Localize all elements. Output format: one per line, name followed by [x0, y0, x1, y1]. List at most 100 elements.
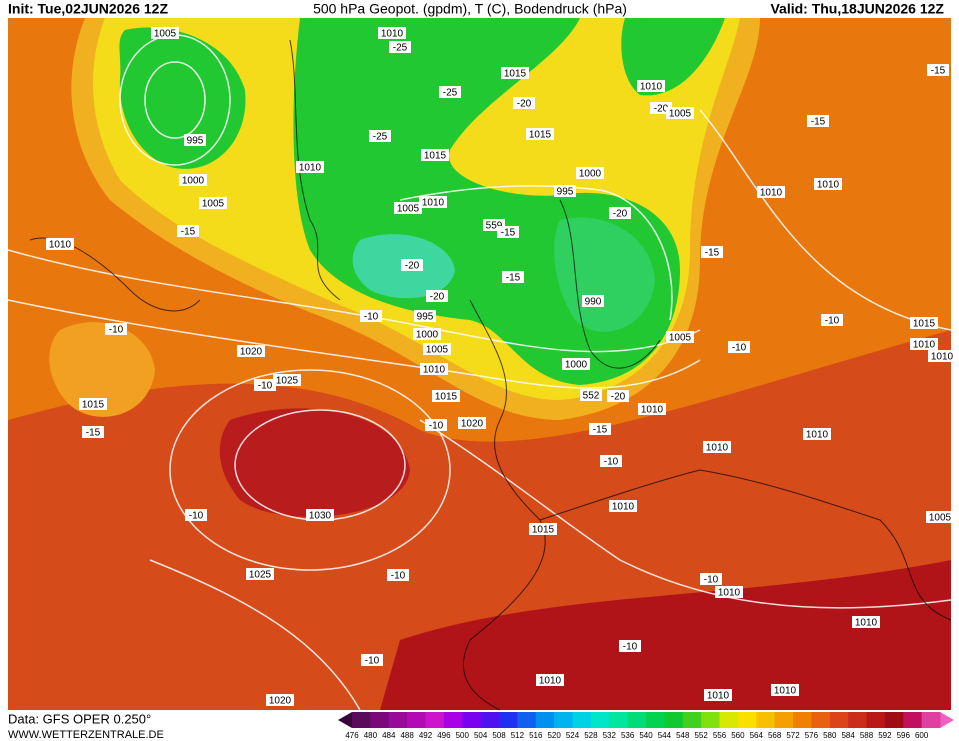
- colorbar-label: 504: [474, 731, 488, 740]
- label-box: [704, 689, 732, 701]
- temperature-label: -10: [109, 325, 124, 336]
- colorbar-swatch: [866, 712, 886, 728]
- colorbar-swatch: [480, 712, 500, 728]
- temperature-label: -20: [517, 99, 532, 110]
- pressure-label: 1010: [640, 82, 663, 93]
- label-box: [600, 455, 622, 467]
- label-box: [928, 350, 956, 362]
- pressure-label: 1005: [669, 109, 692, 120]
- colorbar-label: 548: [676, 731, 690, 740]
- website: WWW.WETTERZENTRALE.DE: [8, 729, 164, 741]
- colorbar-swatch: [664, 712, 684, 728]
- temperature-label: -20: [613, 209, 628, 220]
- colorbar-label: 540: [639, 731, 653, 740]
- colorbar-swatch: [921, 712, 941, 728]
- pressure-label: 1010: [381, 29, 404, 40]
- temperature-label: -20: [430, 292, 445, 303]
- pressure-label: 1005: [929, 513, 952, 524]
- colorbar-label: 484: [382, 731, 396, 740]
- hot-region: [380, 560, 951, 710]
- colorbar-label: 520: [547, 731, 561, 740]
- label-box: [458, 417, 486, 429]
- map-title: 500 hPa Geopot. (gpdm), T (C), Bodendruc…: [313, 1, 627, 17]
- label-box: [536, 674, 564, 686]
- colorbar-label: 592: [878, 731, 892, 740]
- pressure-label: 1010: [707, 691, 730, 702]
- label-box: [306, 509, 334, 521]
- colorbar-label: 600: [915, 731, 929, 740]
- label-box: [497, 226, 519, 238]
- temperature-label: -10: [623, 642, 638, 653]
- label-box: [273, 374, 301, 386]
- colorbar-swatch: [370, 712, 390, 728]
- colorbar-label: 552: [694, 731, 708, 740]
- colorbar-swatch: [701, 712, 720, 728]
- colorbar-label: 596: [897, 731, 911, 740]
- label-box: [814, 178, 842, 190]
- low-west: [119, 27, 246, 169]
- colorbar-label: 584: [841, 731, 855, 740]
- label-box: [296, 161, 324, 173]
- colorbar-label: 572: [786, 731, 800, 740]
- colorbar-label: 492: [419, 731, 433, 740]
- colorbar-label: 568: [768, 731, 782, 740]
- init-time: Init: Tue,02JUN2026 12Z: [8, 1, 168, 17]
- temperature-label: -10: [365, 656, 380, 667]
- label-box: [266, 694, 294, 706]
- colorbar-swatch: [535, 712, 555, 728]
- colorbar-swatch: [903, 712, 923, 728]
- pressure-label: 1000: [416, 330, 439, 341]
- temperature-label: -10: [429, 421, 444, 432]
- label-box: [529, 523, 557, 535]
- label-box: [237, 345, 265, 357]
- pressure-label: 1015: [504, 69, 527, 80]
- temperature-label: -15: [931, 66, 946, 77]
- colorbar-swatch: [554, 712, 573, 728]
- label-box: [389, 41, 411, 53]
- label-box: [199, 197, 227, 209]
- label-box: [413, 328, 441, 340]
- pressure-label: 1010: [913, 340, 936, 351]
- colorbar-arrow-right: [940, 712, 954, 728]
- valid-time: Valid: Thu,18JUN2026 12Z: [770, 1, 944, 17]
- colorbar-swatch: [682, 712, 702, 728]
- temperature-label: -10: [364, 312, 379, 323]
- cool-pool: [49, 322, 155, 417]
- temperature-label: -20: [611, 392, 626, 403]
- pressure-label: 1030: [309, 511, 332, 522]
- label-box: [715, 586, 743, 598]
- pressure-label: 1010: [931, 352, 954, 363]
- temperature-label: -15: [593, 425, 608, 436]
- colorbar-label: 524: [566, 731, 580, 740]
- label-box: [184, 134, 206, 146]
- colorbar-swatch: [425, 712, 445, 728]
- pressure-label: 1020: [240, 347, 263, 358]
- colorbar-swatch: [848, 712, 867, 728]
- temperature-label: -15: [86, 428, 101, 439]
- pressure-label: 1010: [817, 180, 840, 191]
- colorbar-label: 564: [750, 731, 764, 740]
- pressure-label: 1005: [669, 333, 692, 344]
- label-box: [82, 426, 104, 438]
- colorbar-swatch: [443, 712, 463, 728]
- label-box: [554, 185, 576, 197]
- colorbar-swatch: [572, 712, 592, 728]
- label-box: [638, 403, 666, 415]
- label-box: [179, 174, 207, 186]
- colorbar-swatch: [737, 712, 757, 728]
- pressure-label: 1000: [579, 169, 602, 180]
- pressure-label: 1010: [718, 588, 741, 599]
- colorbar-swatch: [756, 712, 776, 728]
- colorbar-label: 580: [823, 731, 837, 740]
- pressure-label: 995: [187, 136, 204, 147]
- label-box: [46, 238, 74, 250]
- pressure-label: 1020: [269, 696, 292, 707]
- label-box: [580, 389, 602, 401]
- colorbar-label: 488: [400, 731, 414, 740]
- label-box: [703, 441, 731, 453]
- label-box: [526, 128, 554, 140]
- colorbar-arrow-left: [338, 712, 352, 728]
- label-box: [414, 310, 436, 322]
- colorbar-label: 544: [658, 731, 672, 740]
